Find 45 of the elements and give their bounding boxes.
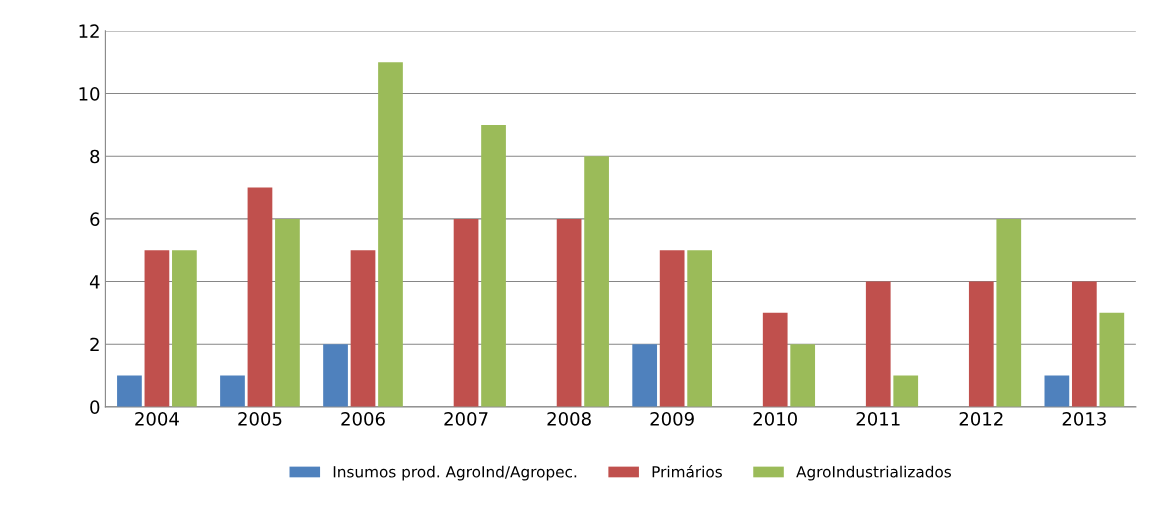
bar [659,250,685,407]
legend-label: Insumos prod. AgroInd/Agropec. [333,465,577,481]
y-tick-label: 12 [79,24,99,38]
bar [968,281,994,407]
bar [220,375,245,407]
x-tick-label: 2012 [959,412,1003,426]
x-tick-label: 2006 [341,412,385,426]
bar [453,218,479,407]
bar [687,250,712,407]
x-tick-label: 2009 [650,412,694,426]
x-tick-label: 2011 [856,412,900,426]
bar [172,250,197,407]
bar [144,250,170,407]
legend-label: Primários [652,465,722,478]
bar [481,124,506,407]
bar [247,187,273,407]
bar [632,344,658,407]
y-tick-label: 2 [90,337,99,352]
x-tick-label: 2013 [1062,412,1106,426]
bar [1071,281,1097,407]
bar [584,156,609,407]
x-tick-label: 2008 [547,412,591,426]
bar [275,218,300,407]
bar [893,375,919,407]
bar [350,250,376,407]
bar [790,344,816,407]
x-tick-label: 2004 [135,412,179,426]
bar [117,375,142,407]
bar [323,344,348,407]
bar [1044,375,1070,407]
y-tick-label: 8 [90,149,100,164]
y-tick-label: 0 [90,400,100,414]
bar [556,218,582,407]
y-tick-label: 10 [79,87,100,101]
x-tick-label: 2005 [238,412,282,426]
bar [762,312,788,407]
bar [378,62,403,407]
y-tick-label: 6 [90,212,100,226]
bar [865,281,891,407]
x-tick-label: 2007 [444,412,488,426]
x-tick-label: 2010 [753,412,797,426]
y-tick-label: 4 [89,275,100,289]
legend-label: AgroIndustrializados [796,465,951,481]
bar [996,218,1022,407]
bar [1099,312,1125,407]
